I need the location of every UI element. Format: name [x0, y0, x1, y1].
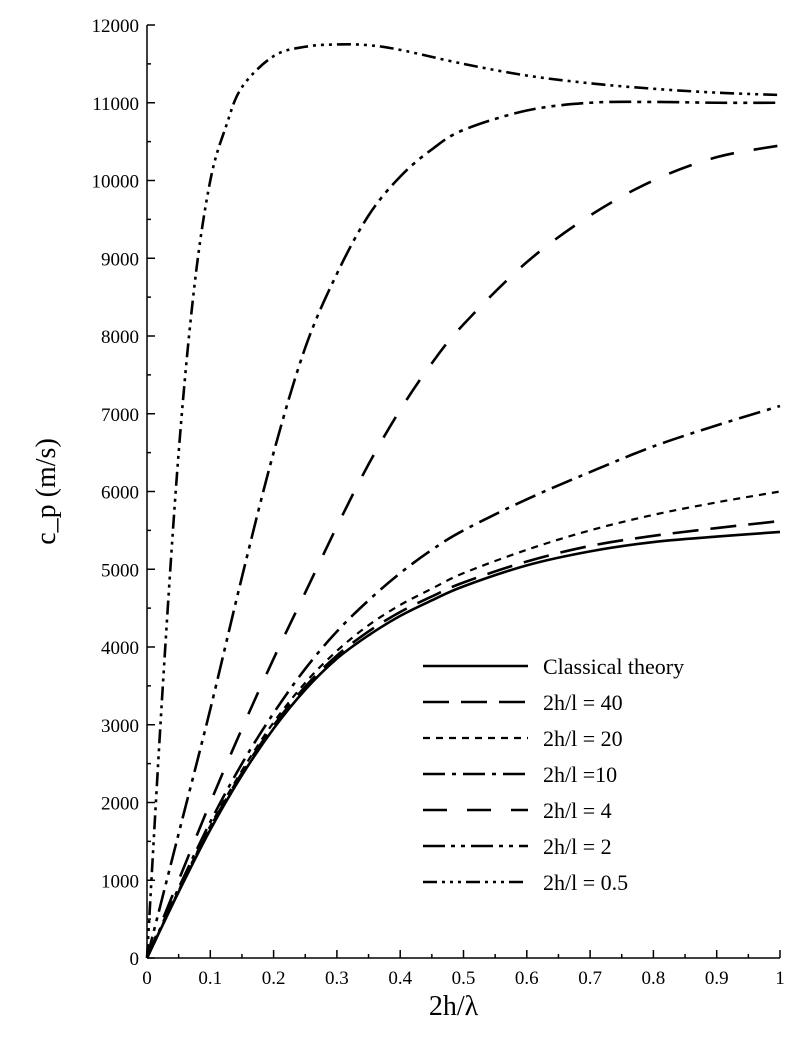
x-tick-label: 0 — [142, 968, 152, 989]
x-tick-label: 1 — [775, 968, 785, 989]
y-tick-label: 4000 — [101, 638, 139, 659]
x-tick-label: 0.4 — [388, 968, 412, 989]
legend-label-2: 2h/l = 20 — [543, 726, 623, 751]
series-line-4 — [145, 144, 781, 959]
curves — [145, 43, 781, 959]
y-tick-label: 11000 — [92, 94, 139, 115]
series-line-3 — [145, 404, 781, 959]
x-axis-title: 2h/λ — [429, 991, 479, 1022]
legend-label-4: 2h/l = 4 — [543, 798, 612, 823]
legend-label-5: 2h/l = 2 — [543, 834, 612, 859]
x-tick-label: 0.7 — [578, 968, 602, 989]
x-tick-label: 0.3 — [325, 968, 349, 989]
legend-label-0: Classical theory — [543, 654, 684, 679]
series-line-0 — [145, 530, 781, 959]
y-tick-label: 12000 — [92, 16, 140, 37]
y-axis-title: c_p (m/s) — [31, 438, 62, 545]
legend-label-6: 2h/l = 0.5 — [543, 870, 628, 895]
y-tick-label: 2000 — [101, 794, 139, 815]
y-tick-label: 9000 — [101, 249, 139, 270]
series-line-1 — [145, 519, 781, 959]
y-tick-label: 0 — [130, 949, 140, 970]
series-line-2 — [146, 490, 781, 959]
y-tick-label: 1000 — [101, 871, 139, 892]
y-tick-label: 8000 — [101, 327, 139, 348]
x-tick-label: 0.8 — [642, 968, 666, 989]
y-tick-label: 3000 — [101, 716, 139, 737]
axis-titles: 2h/λ c_p (m/s) — [31, 438, 479, 1022]
legend: Classical theory 2h/l = 40 2h/l = 20 2h/l =… — [423, 654, 684, 895]
legend-label-1: 2h/l = 40 — [543, 690, 623, 715]
y-tick-label: 7000 — [101, 405, 139, 426]
y-tick-label: 6000 — [101, 483, 139, 504]
x-tick-label: 0.2 — [262, 968, 286, 989]
axes: 0100020003000400050006000700080009000100… — [92, 16, 785, 989]
x-tick-label: 0.9 — [705, 968, 729, 989]
x-tick-label: 0.6 — [515, 968, 539, 989]
y-tick-label: 5000 — [101, 560, 139, 581]
x-tick-label: 0.1 — [198, 968, 222, 989]
y-tick-label: 10000 — [92, 172, 140, 193]
series-line-6 — [145, 43, 781, 959]
legend-label-3: 2h/l =10 — [543, 762, 617, 787]
x-tick-label: 0.5 — [452, 968, 476, 989]
series-line-5 — [145, 100, 781, 959]
